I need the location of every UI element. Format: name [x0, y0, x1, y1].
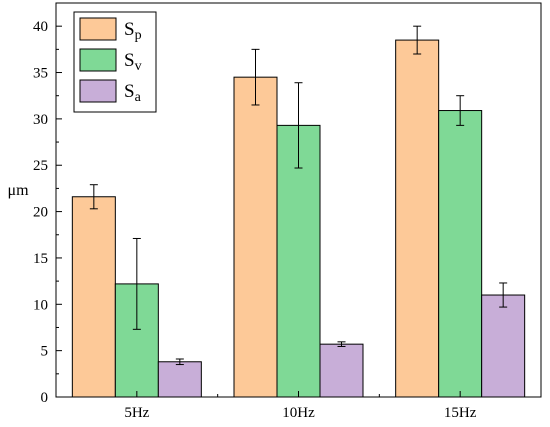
- y-tick-label: 35: [33, 66, 48, 82]
- legend-label-a: Sa: [124, 81, 142, 105]
- y-tick-label: 25: [33, 158, 48, 174]
- bar-p-5hz: [71, 196, 116, 398]
- legend-label-p: Sp: [124, 19, 142, 43]
- legend: Sp Sv Sa: [73, 11, 157, 113]
- ticks-layer: 0 5 10 15 20 25 30 35 40 5Hz 10Hz 15Hz: [33, 19, 477, 421]
- bar-a-5hz: [157, 361, 202, 398]
- y-tick-label: 5: [41, 344, 49, 360]
- bar-p-15hz: [395, 39, 440, 398]
- error-bars-layer: [89, 25, 508, 366]
- y-tick-label: 0: [41, 390, 49, 406]
- y-tick-label: 15: [33, 251, 48, 267]
- y-axis-label: μm: [7, 182, 29, 199]
- legend-swatch-v: [79, 48, 117, 72]
- x-tick-label: 5Hz: [124, 405, 149, 421]
- legend-swatch-a: [79, 79, 117, 103]
- y-tick-label: 30: [33, 112, 48, 128]
- bars-layer: [71, 39, 526, 398]
- legend-swatch-p: [79, 17, 117, 41]
- bar-p-10hz: [233, 76, 278, 398]
- x-tick-label: 15Hz: [444, 405, 477, 421]
- bar-v-10hz: [276, 124, 321, 398]
- y-tick-label: 10: [33, 297, 48, 313]
- x-tick-label: 10Hz: [282, 405, 315, 421]
- y-tick-label: 20: [33, 205, 48, 221]
- bar-v-15hz: [438, 110, 483, 398]
- y-tick-label: 40: [33, 19, 48, 35]
- bar-a-15hz: [481, 294, 526, 398]
- legend-label-v: Sv: [124, 50, 142, 74]
- bar-a-10hz: [319, 343, 364, 398]
